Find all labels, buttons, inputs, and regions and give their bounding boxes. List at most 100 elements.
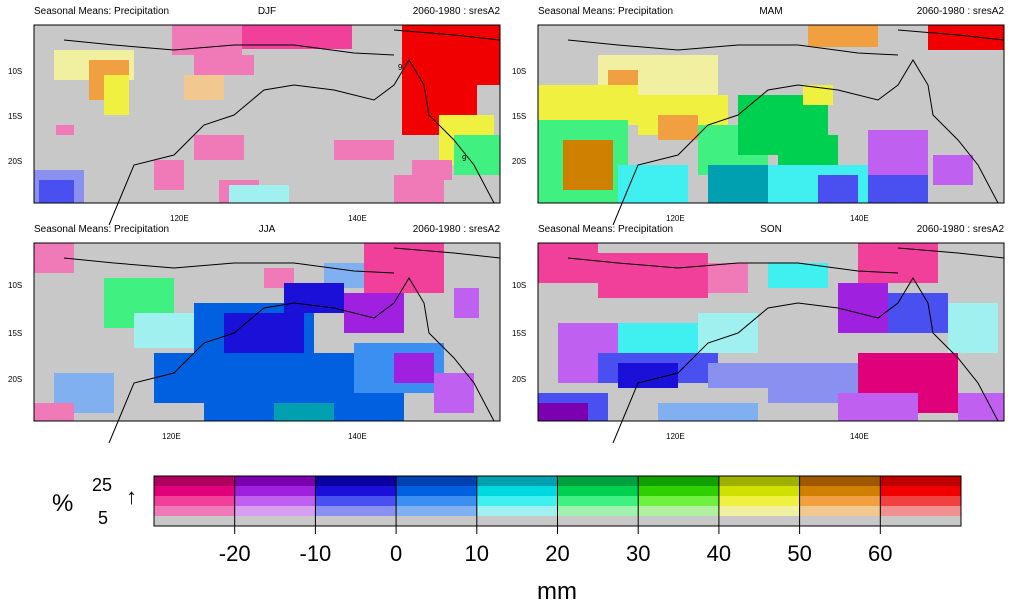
colorbar-swatch-grey (638, 516, 720, 526)
colorbar-swatch (638, 506, 720, 517)
percent-symbol: % (52, 490, 73, 517)
lon-label: 120E (162, 432, 181, 441)
colorbar-swatch (799, 476, 881, 487)
panel-left-title: Seasonal Means: Precipitation (538, 224, 673, 235)
colorbar-swatch (880, 476, 962, 487)
panel-left-title: Seasonal Means: Precipitation (34, 6, 169, 17)
colorbar-swatch (880, 506, 962, 517)
lat-label: 20S (512, 375, 526, 384)
colorbar-swatch (315, 486, 397, 497)
colorbar-tick-label: -20 (219, 541, 251, 566)
lon-label: 120E (170, 214, 189, 223)
colorbar-tick-label: 50 (787, 541, 811, 566)
lat-label: 10S (8, 281, 22, 290)
colorbar-swatch (557, 476, 639, 487)
colorbar-swatch (476, 506, 558, 517)
panel-right-title: 2060-1980 : sresA2 (917, 6, 1005, 17)
colorbar-tick-label: 20 (545, 541, 569, 566)
colorbar-swatch (799, 506, 881, 517)
colorbar-tick-label: 30 (626, 541, 650, 566)
colorbar-swatches (154, 476, 962, 526)
colorbar-swatch (396, 476, 478, 487)
panel-season-title: DJF (258, 6, 276, 17)
map-panel-djf: 10S 15S 20S 120E 140E 9 9 Seasonal Means… (8, 6, 501, 226)
map-frame (33, 242, 501, 422)
panel-left-title: Seasonal Means: Precipitation (34, 224, 169, 235)
coastline (63, 247, 501, 444)
colorbar-swatch-grey (799, 516, 881, 526)
colorbar-swatch (476, 486, 558, 497)
colorbar-swatch (234, 506, 316, 517)
colorbar-swatch (154, 506, 236, 517)
colorbar-swatch (234, 486, 316, 497)
arrow-up-icon: ↑ (126, 484, 137, 509)
precip-cells (34, 25, 500, 203)
colorbar-swatch (234, 476, 316, 487)
percent-bottom-label: 5 (98, 508, 108, 528)
colorbar-swatch (799, 496, 881, 507)
colorbar-ticks: -20 -10 0 10 20 30 40 50 60 (219, 476, 893, 566)
lat-label: 10S (512, 67, 526, 76)
colorbar-swatch (557, 496, 639, 507)
lon-label: 140E (850, 432, 869, 441)
colorbar-swatch-grey (396, 516, 478, 526)
colorbar-swatch (154, 496, 236, 507)
map-panel-son: 10S 15S 20S 120E 140E Seasonal Means: Pr… (512, 224, 1005, 444)
lat-label: 15S (512, 112, 526, 121)
panel-season-title: JJA (259, 224, 276, 235)
colorbar-swatch (396, 506, 478, 517)
lon-label: 120E (666, 214, 685, 223)
coastline (567, 247, 1005, 444)
colorbar-unit: mm (537, 578, 577, 605)
map-frame (33, 24, 501, 204)
panel-right-title: 2060-1980 : sresA2 (413, 224, 501, 235)
colorbar-swatch (315, 476, 397, 487)
colorbar-swatch (396, 486, 478, 497)
colorbar-swatch (315, 506, 397, 517)
precip-cells (34, 243, 479, 421)
colorbar-swatch (476, 496, 558, 507)
colorbar-swatch (638, 476, 720, 487)
colorbar-swatch (718, 476, 801, 487)
colorbar-swatch-grey (476, 516, 558, 526)
lon-label: 140E (348, 432, 367, 441)
map-panel-jja: 10S 15S 20S 120E 140E Seasonal Means: Pr… (8, 224, 501, 444)
precip-cells (538, 243, 1004, 421)
colorbar-swatch (234, 496, 316, 507)
lat-label: 20S (8, 157, 22, 166)
colorbar-swatch-grey (315, 516, 397, 526)
colorbar-swatch (154, 486, 236, 497)
lat-label: 15S (8, 329, 22, 338)
colorbar-swatch (154, 476, 236, 487)
panel-right-title: 2060-1980 : sresA2 (917, 224, 1005, 235)
colorbar-tick-label: 60 (868, 541, 892, 566)
lon-label: 140E (348, 214, 367, 223)
colorbar-tick-label: -10 (300, 541, 332, 566)
contour-label: 9 (398, 63, 403, 72)
panel-season-title: SON (760, 224, 782, 235)
colorbar-tick-label: 10 (465, 541, 489, 566)
colorbar-swatch-grey (154, 516, 236, 526)
panel-right-title: 2060-1980 : sresA2 (413, 6, 501, 17)
colorbar-tick-label: 0 (390, 541, 402, 566)
precip-cells (538, 25, 1004, 203)
colorbar-swatch-grey (557, 516, 639, 526)
coastline (567, 29, 1005, 226)
lat-label: 20S (512, 157, 526, 166)
map-frame (537, 242, 1005, 422)
colorbar-swatch (315, 496, 397, 507)
colorbar-swatch (799, 486, 881, 497)
colorbar-swatch (718, 506, 801, 517)
colorbar-swatch (396, 496, 478, 507)
coastline (63, 29, 501, 226)
lon-label: 140E (850, 214, 869, 223)
colorbar-swatch (880, 496, 962, 507)
colorbar-swatch-grey (718, 516, 801, 526)
lat-label: 15S (512, 329, 526, 338)
lat-label: 10S (8, 67, 22, 76)
colorbar-swatch (557, 506, 639, 517)
colorbar-tick-label: 40 (707, 541, 731, 566)
colorbar-swatch (638, 486, 720, 497)
lat-label: 20S (8, 375, 22, 384)
